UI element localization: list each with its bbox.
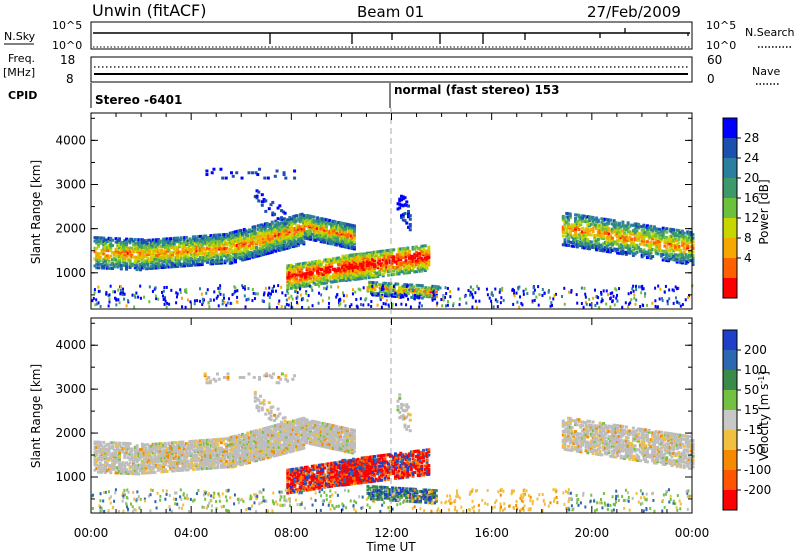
nave-tick-top: 60: [707, 53, 722, 67]
velocity-colorbar-swatch: [723, 430, 737, 451]
power-colorbar-tick: 24: [744, 151, 759, 165]
velocity-colorbar-tick: 200: [744, 343, 767, 357]
nave-tick-bottom: 0: [707, 72, 715, 86]
date-title: 27/Feb/2009: [587, 3, 681, 21]
power-colorbar-swatch: [723, 158, 737, 179]
nsearch-label: N.Search: [745, 26, 795, 39]
power-colorbar-swatch: [723, 198, 737, 219]
nsky-label: N.Sky: [4, 30, 36, 43]
freq-panel: Freq. [MHz] 18 8 60 0 Nave: [3, 52, 780, 86]
x-axis-label: Time UT: [365, 540, 416, 554]
power-colorbar-swatch: [723, 118, 737, 139]
power-colorbar-swatch: [723, 258, 737, 279]
velocity-colorbar-swatch: [723, 350, 737, 371]
power-scatter-field: [91, 168, 694, 309]
velocity-colorbar-swatch: [723, 410, 737, 431]
power-colorbar-swatch: [723, 238, 737, 259]
x-tick-label: 16:00: [474, 526, 509, 540]
cpid-left-text: Stereo -6401: [95, 93, 182, 107]
nsearch-tick-top: 10^5: [706, 19, 736, 32]
x-tick-label: 04:00: [174, 526, 209, 540]
power-ytick-label: 2000: [55, 222, 86, 236]
power-colorbar-tick: 4: [744, 251, 752, 265]
power-colorbar-swatch: [723, 178, 737, 199]
velocity-ytick-label: 3000: [55, 382, 86, 396]
power-colorbar-tick: 8: [744, 231, 752, 245]
x-tick-label: 00:00: [675, 526, 710, 540]
velocity-colorbar-swatch: [723, 490, 737, 511]
nsky-tick-top: 10^5: [52, 19, 82, 32]
velocity-scatter-field: [91, 372, 694, 513]
power-colorbar-swatch: [723, 218, 737, 239]
power-colorbar-swatch: [723, 138, 737, 159]
velocity-ylabel: Slant Range [km]: [29, 364, 43, 468]
site-title: Unwin (fitACF): [92, 1, 206, 20]
cpid-right-text: normal (fast stereo) 153: [394, 83, 560, 97]
freq-tick-top: 18: [60, 53, 75, 67]
velocity-ytick-label: 1000: [55, 470, 86, 484]
power-ylabel: Slant Range [km]: [29, 160, 43, 264]
x-tick-label: 00:00: [74, 526, 109, 540]
velocity-colorbar-swatch: [723, 370, 737, 391]
velocity-ytick-label: 4000: [55, 338, 86, 352]
freq-unit: [MHz]: [3, 66, 35, 79]
freq-tick-bottom: 8: [66, 72, 74, 86]
nave-label: Nave: [752, 65, 780, 78]
power-colorbar-swatch: [723, 278, 737, 299]
beam-title: Beam 01: [357, 3, 424, 21]
velocity-colorbar-swatch: [723, 330, 737, 351]
freq-label: Freq.: [8, 52, 35, 65]
x-tick-label: 20:00: [575, 526, 610, 540]
velocity-colorbar-swatch: [723, 390, 737, 411]
power-ytick-label: 3000: [55, 178, 86, 192]
velocity-ytick-label: 2000: [55, 426, 86, 440]
nsky-panel: N.Sky 10^5 10^0 10^5 10^0 N.Search: [4, 19, 795, 52]
x-tick-label: 08:00: [274, 526, 309, 540]
nsky-tick-bottom: 10^0: [52, 39, 82, 52]
velocity-colorbar-tick: -200: [744, 483, 771, 497]
x-tick-label: 12:00: [374, 526, 409, 540]
cpid-label: CPID: [8, 89, 37, 102]
power-ytick-label: 4000: [55, 133, 86, 147]
cpid-panel: CPID Stereo -6401 normal (fast stereo) 1…: [8, 83, 560, 108]
power-ytick-label: 1000: [55, 266, 86, 280]
velocity-colorbar-swatch: [723, 450, 737, 471]
power-colorbar-tick: 28: [744, 131, 759, 145]
nsearch-tick-bottom: 10^0: [706, 39, 736, 52]
velocity-colorbar-swatch: [723, 470, 737, 491]
velocity-colorbar-tick: -100: [744, 463, 771, 477]
velocity-colorbar-label: Velocity [m s-1]: [757, 371, 772, 461]
power-colorbar-label: Power [dB]: [757, 179, 771, 244]
